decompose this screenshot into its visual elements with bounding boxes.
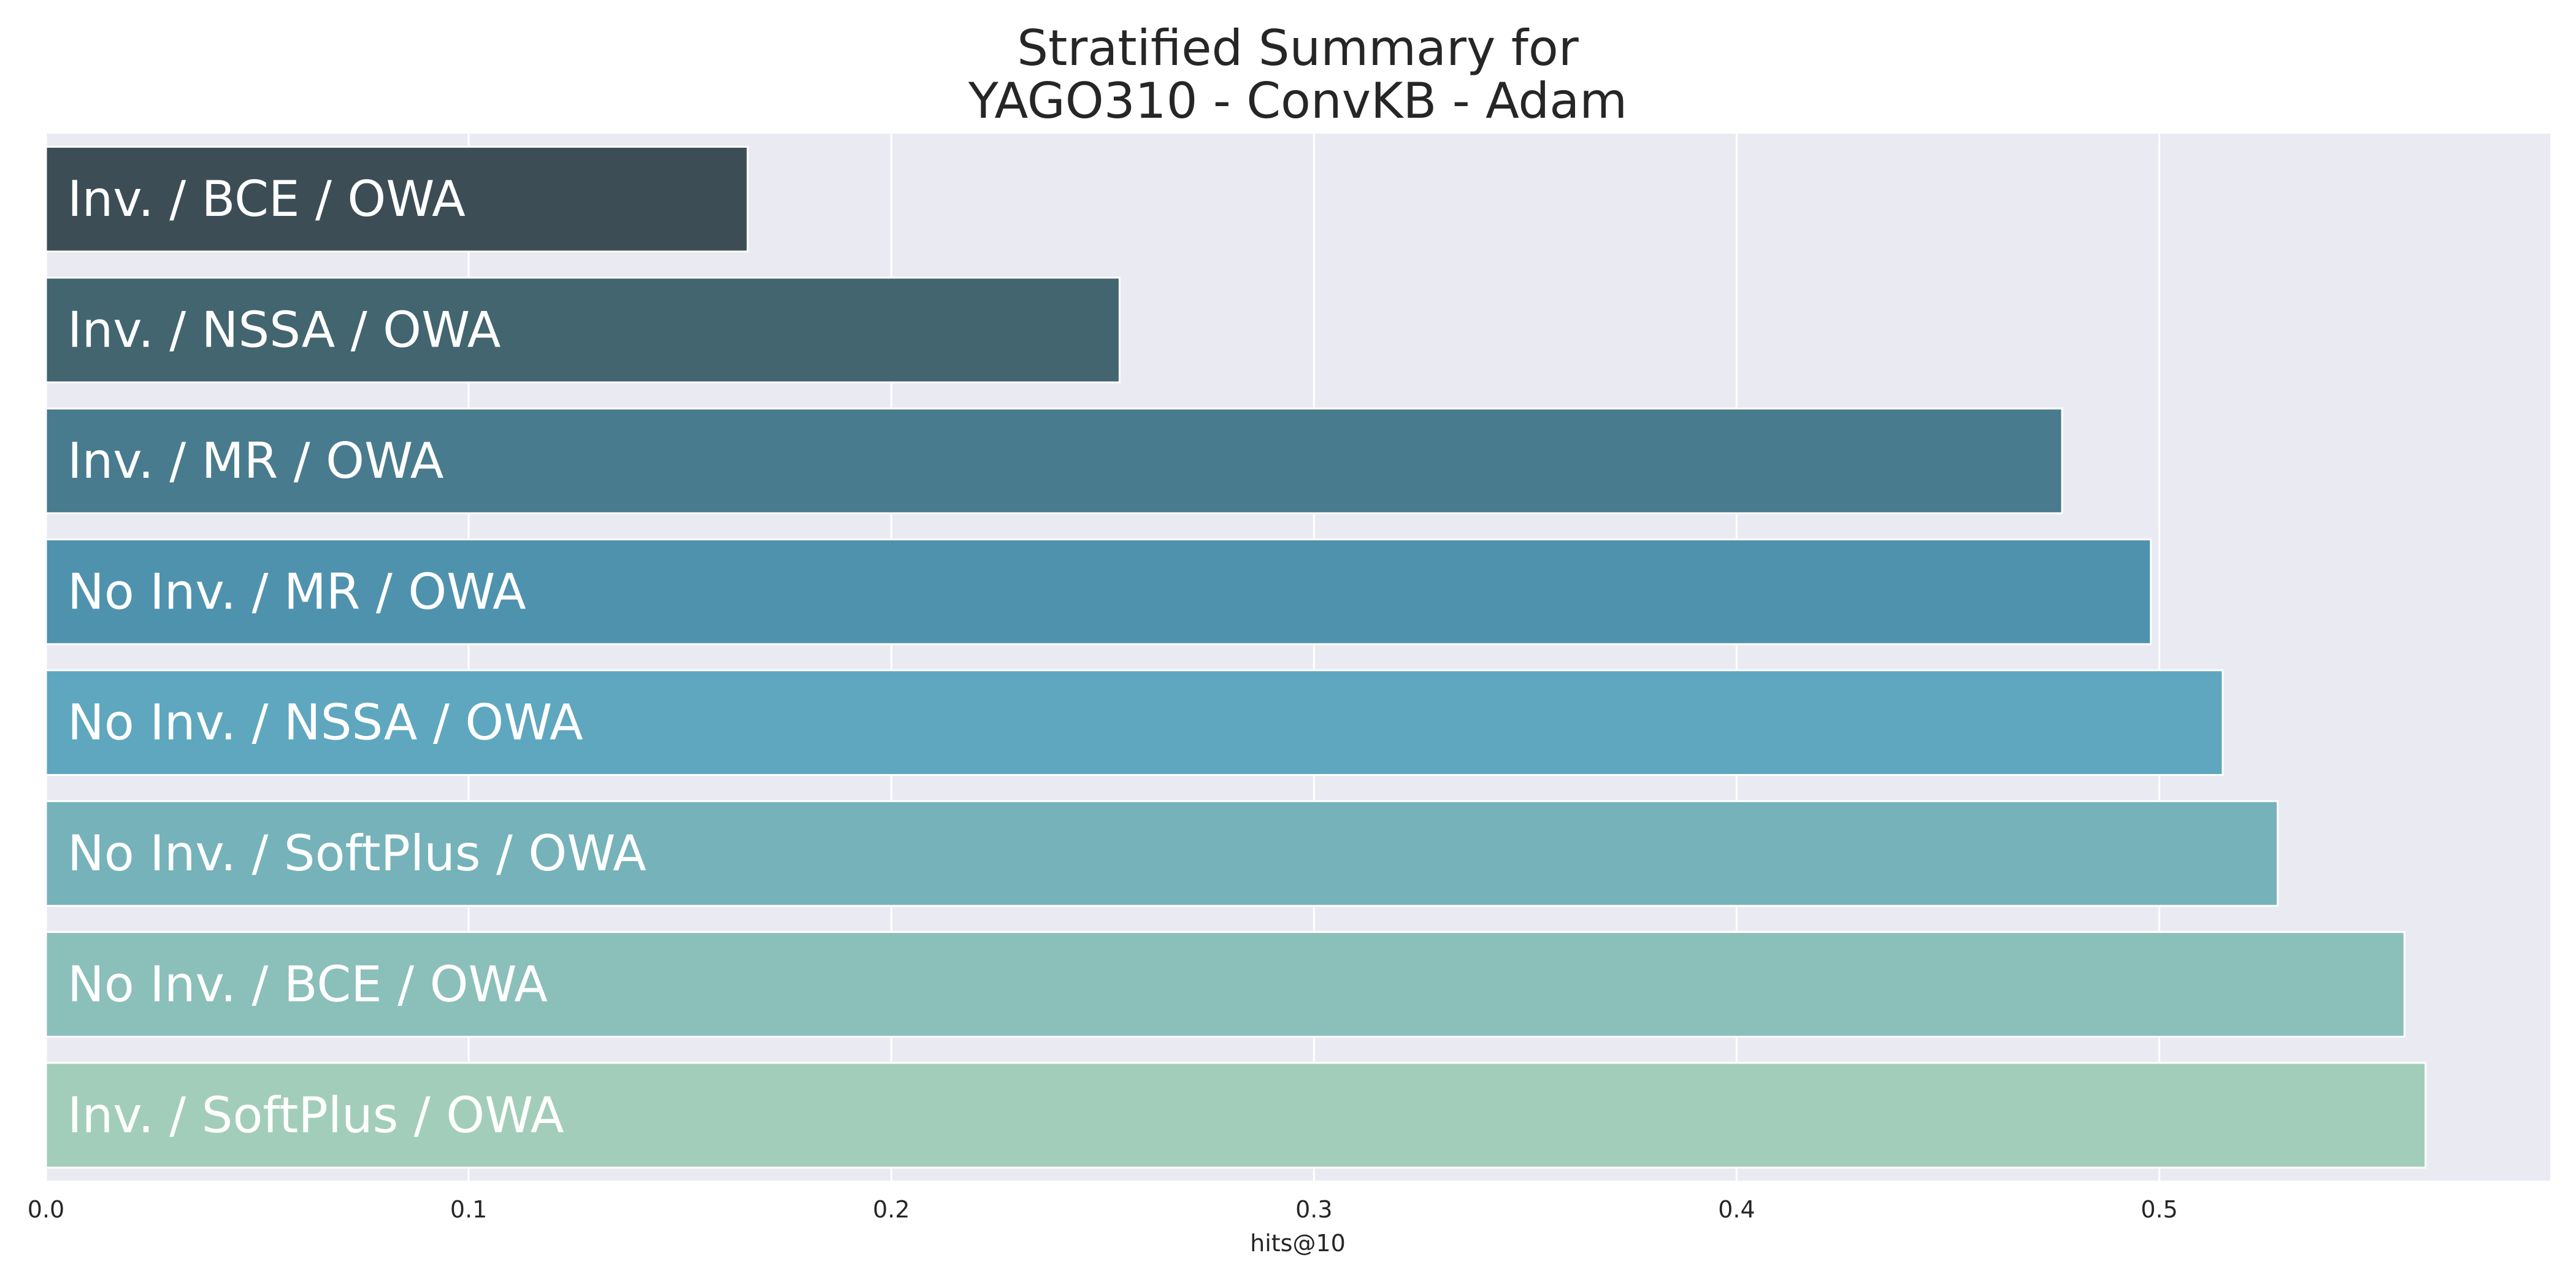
bar-label: Inv. / NSSA / OWA: [67, 302, 501, 359]
x-axis-ticks: 0.0 0.1 0.2 0.3 0.4 0.5: [28, 1196, 2178, 1223]
x-tick-label: 0.1: [450, 1196, 487, 1223]
chart-title-line-1: Stratified Summary for: [1017, 20, 1579, 77]
bar: [45, 800, 2279, 907]
bar-label: Inv. / BCE / OWA: [67, 171, 466, 228]
bar: [45, 538, 2152, 645]
bar: [45, 931, 2405, 1038]
bar-label: Inv. / MR / OWA: [67, 432, 444, 489]
x-tick-label: 0.4: [1718, 1196, 1755, 1223]
x-axis-label: hits@10: [1250, 1230, 1346, 1257]
x-tick-label: 0.5: [2141, 1196, 2177, 1223]
x-tick-label: 0.2: [873, 1196, 910, 1223]
bar-label: No Inv. / NSSA / OWA: [67, 694, 583, 751]
bar: [45, 669, 2224, 776]
bar-label: No Inv. / BCE / OWA: [67, 956, 548, 1013]
x-tick-label: 0.3: [1295, 1196, 1332, 1223]
bars: Inv. / BCE / OWA Inv. / NSSA / OWA Inv. / …: [45, 145, 2427, 1169]
chart-title-line-2: YAGO310 - ConvKB - Adam: [968, 72, 1627, 129]
x-tick-label: 0.0: [28, 1196, 64, 1223]
bar: [45, 407, 2063, 515]
bar: [45, 1062, 2427, 1169]
bar: [45, 145, 749, 253]
bar: [45, 277, 1121, 383]
bar-label: Inv. / SoftPlus / OWA: [67, 1087, 564, 1144]
bar-label: No Inv. / MR / OWA: [67, 563, 526, 620]
bar-label: No Inv. / SoftPlus / OWA: [67, 825, 646, 882]
